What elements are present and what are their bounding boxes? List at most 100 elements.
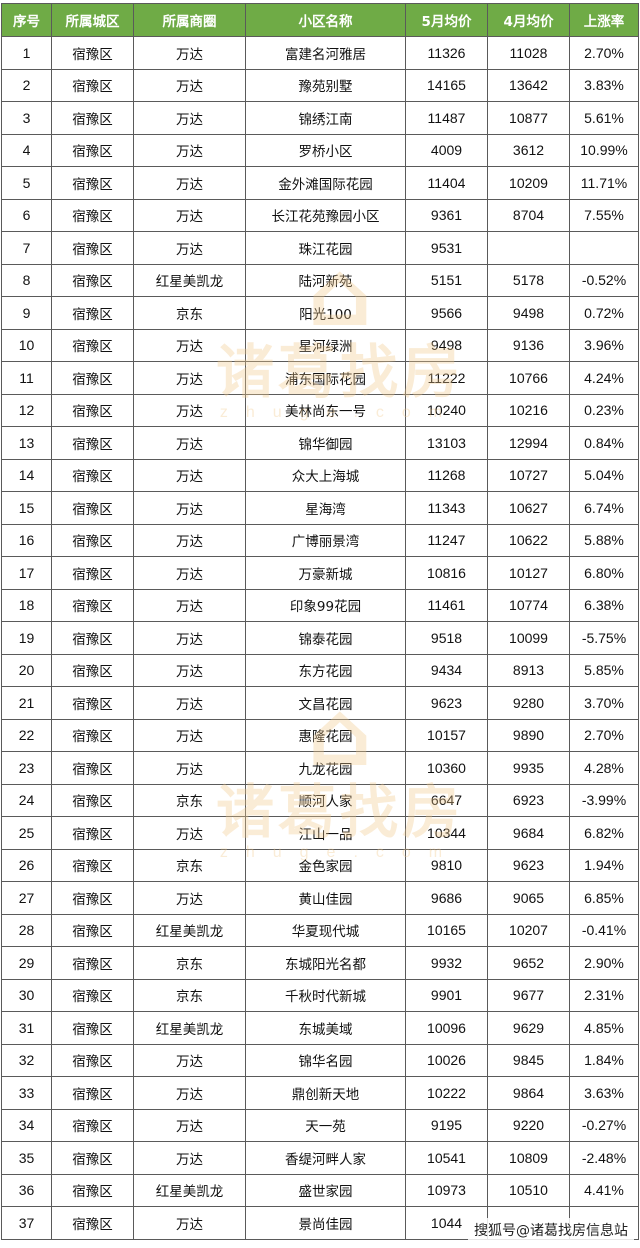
row-may-price: 10096 xyxy=(405,1011,488,1045)
row-business-area: 万达 xyxy=(133,816,246,850)
row-business-area: 万达 xyxy=(133,458,246,492)
table-row: 17 宿豫区 万达 万豪新城 10816 10127 6.80% xyxy=(1,556,639,590)
row-index: 30 xyxy=(1,978,52,1012)
row-community-name: 盛世家园 xyxy=(245,1173,406,1207)
row-community-name: 美林尚东一号 xyxy=(245,393,406,427)
row-community-name: 锦泰花园 xyxy=(245,621,406,655)
table-row: 5 宿豫区 万达 金外滩国际花园 11404 10209 11.71% xyxy=(1,166,639,200)
row-index: 28 xyxy=(1,913,52,947)
row-index: 12 xyxy=(1,393,52,427)
row-change-rate: 4.41% xyxy=(569,1173,639,1207)
row-change-rate: 0.72% xyxy=(569,296,639,330)
row-may-price: 10240 xyxy=(405,393,488,427)
row-april-price: 10774 xyxy=(487,588,570,622)
row-april-price: 12994 xyxy=(487,426,570,460)
row-district: 宿豫区 xyxy=(51,1141,134,1175)
table-row: 6 宿豫区 万达 长江花苑豫园小区 9361 8704 7.55% xyxy=(1,198,639,232)
row-may-price: 11404 xyxy=(405,166,488,200)
row-april-price: 9677 xyxy=(487,978,570,1012)
row-index: 26 xyxy=(1,848,52,882)
row-district: 宿豫区 xyxy=(51,1173,134,1207)
row-community-name: 星河绿洲 xyxy=(245,328,406,362)
row-change-rate: -0.27% xyxy=(569,1108,639,1142)
row-community-name: 景尚佳园 xyxy=(245,1206,406,1240)
row-may-price: 13103 xyxy=(405,426,488,460)
row-district: 宿豫区 xyxy=(51,1076,134,1110)
header-change-rate: 上涨率 xyxy=(569,3,639,37)
header-business-area: 所属商圈 xyxy=(133,3,246,37)
row-april-price: 9890 xyxy=(487,718,570,752)
row-may-price: 9518 xyxy=(405,621,488,655)
row-index: 29 xyxy=(1,946,52,980)
row-community-name: 锦绣江南 xyxy=(245,101,406,135)
row-district: 宿豫区 xyxy=(51,913,134,947)
row-business-area: 红星美凯龙 xyxy=(133,913,246,947)
row-index: 9 xyxy=(1,296,52,330)
row-index: 16 xyxy=(1,523,52,557)
row-may-price: 11343 xyxy=(405,491,488,525)
table-row: 9 宿豫区 京东 阳光100 9566 9498 0.72% xyxy=(1,296,639,330)
row-index: 3 xyxy=(1,101,52,135)
row-community-name: 江山一品 xyxy=(245,816,406,850)
row-index: 23 xyxy=(1,751,52,785)
row-april-price: 10209 xyxy=(487,166,570,200)
row-index: 6 xyxy=(1,198,52,232)
table-row: 33 宿豫区 万达 鼎创新天地 10222 9864 3.63% xyxy=(1,1076,639,1110)
row-business-area: 京东 xyxy=(133,978,246,1012)
table-row: 26 宿豫区 京东 金色家园 9810 9623 1.94% xyxy=(1,848,639,882)
row-index: 34 xyxy=(1,1108,52,1142)
row-index: 21 xyxy=(1,686,52,720)
table-row: 32 宿豫区 万达 锦华名园 10026 9845 1.84% xyxy=(1,1043,639,1077)
row-district: 宿豫区 xyxy=(51,653,134,687)
row-community-name: 九龙花园 xyxy=(245,751,406,785)
row-business-area: 万达 xyxy=(133,36,246,70)
row-index: 32 xyxy=(1,1043,52,1077)
row-community-name: 香缇河畔人家 xyxy=(245,1141,406,1175)
row-change-rate: 2.90% xyxy=(569,946,639,980)
row-community-name: 锦华名园 xyxy=(245,1043,406,1077)
row-change-rate: -3.99% xyxy=(569,783,639,817)
table-row: 4 宿豫区 万达 罗桥小区 4009 3612 10.99% xyxy=(1,133,639,167)
row-change-rate: 1.94% xyxy=(569,848,639,882)
row-business-area: 万达 xyxy=(133,588,246,622)
row-may-price: 9195 xyxy=(405,1108,488,1142)
row-community-name: 东城阳光名都 xyxy=(245,946,406,980)
row-may-price: 9361 xyxy=(405,198,488,232)
row-district: 宿豫区 xyxy=(51,1043,134,1077)
row-community-name: 文昌花园 xyxy=(245,686,406,720)
row-april-price: 9065 xyxy=(487,881,570,915)
table-row: 37 宿豫区 万达 景尚佳园 1044 xyxy=(1,1206,639,1240)
row-may-price: 9901 xyxy=(405,978,488,1012)
row-community-name: 锦华御园 xyxy=(245,426,406,460)
row-april-price: 9280 xyxy=(487,686,570,720)
row-district: 宿豫区 xyxy=(51,458,134,492)
row-may-price: 10157 xyxy=(405,718,488,752)
row-community-name: 珠江花园 xyxy=(245,231,406,265)
row-may-price: 10026 xyxy=(405,1043,488,1077)
row-business-area: 京东 xyxy=(133,848,246,882)
row-business-area: 万达 xyxy=(133,231,246,265)
row-april-price: 10809 xyxy=(487,1141,570,1175)
row-index: 13 xyxy=(1,426,52,460)
row-community-name: 惠隆花园 xyxy=(245,718,406,752)
table-row: 24 宿豫区 京东 顺河人家 6647 6923 -3.99% xyxy=(1,783,639,817)
row-may-price: 11461 xyxy=(405,588,488,622)
row-april-price: 6923 xyxy=(487,783,570,817)
row-change-rate: 0.84% xyxy=(569,426,639,460)
table-header-row: 序号 所属城区 所属商圈 小区名称 5月均价 4月均价 上涨率 xyxy=(1,3,639,37)
row-business-area: 京东 xyxy=(133,296,246,330)
row-index: 19 xyxy=(1,621,52,655)
row-community-name: 东方花园 xyxy=(245,653,406,687)
table-row: 20 宿豫区 万达 东方花园 9434 8913 5.85% xyxy=(1,653,639,687)
row-district: 宿豫区 xyxy=(51,848,134,882)
row-april-price: 10127 xyxy=(487,556,570,590)
table-row: 13 宿豫区 万达 锦华御园 13103 12994 0.84% xyxy=(1,426,639,460)
row-district: 宿豫区 xyxy=(51,556,134,590)
row-change-rate: 5.85% xyxy=(569,653,639,687)
row-index: 8 xyxy=(1,263,52,297)
row-community-name: 天一苑 xyxy=(245,1108,406,1142)
row-april-price: 10207 xyxy=(487,913,570,947)
row-index: 11 xyxy=(1,361,52,395)
row-change-rate: -2.48% xyxy=(569,1141,639,1175)
row-may-price: 9434 xyxy=(405,653,488,687)
